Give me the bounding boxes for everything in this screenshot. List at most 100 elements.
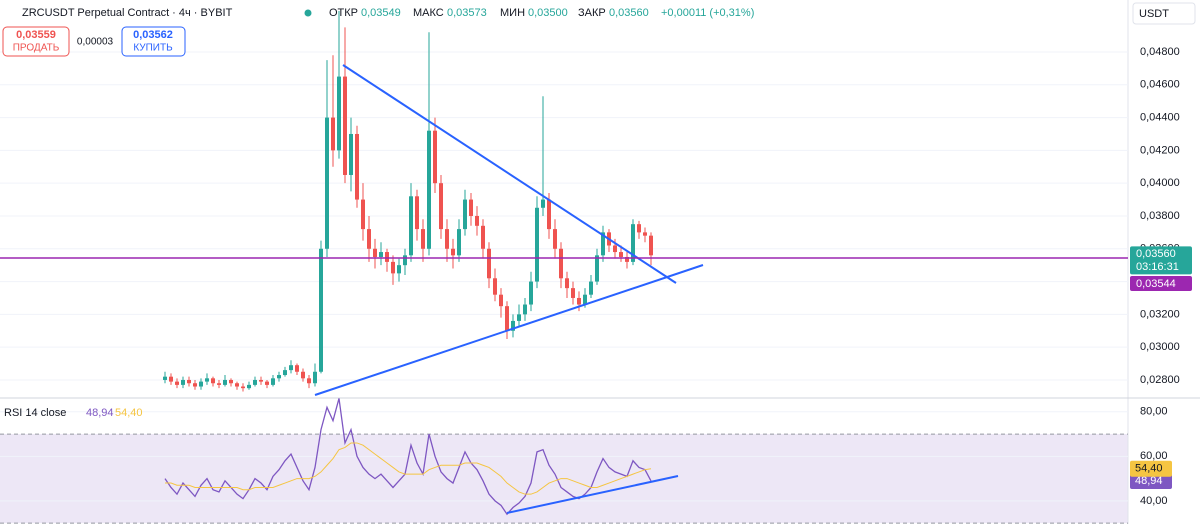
candle-body — [187, 379, 191, 384]
candle-body — [379, 252, 383, 257]
candle-body — [439, 183, 443, 230]
countdown: 03:16:31 — [1136, 261, 1179, 273]
candle-body — [643, 232, 647, 236]
last-price-badge — [1130, 246, 1192, 275]
rsi-line — [165, 442, 652, 495]
candle-body — [517, 314, 521, 321]
ohlc-label: ОТКР — [329, 7, 358, 19]
y-tick-label: 0,04400 — [1140, 111, 1180, 123]
y-tick-label: 0,02800 — [1140, 374, 1180, 386]
y-tick-label: 0,03000 — [1140, 341, 1180, 353]
candle-body — [205, 378, 209, 382]
buy-price: 0,03562 — [133, 29, 173, 41]
candle-body — [571, 288, 575, 298]
candle-body — [649, 235, 653, 256]
candle-body — [175, 381, 179, 385]
candle-body — [229, 379, 233, 384]
y-tick-label: 0,04800 — [1140, 46, 1180, 58]
candle-body — [307, 378, 311, 384]
last-price: 0,03560 — [1136, 248, 1176, 260]
currency-button[interactable] — [1132, 2, 1196, 25]
candle-body — [619, 252, 623, 257]
ohlc-value: 0,03500 — [528, 7, 568, 19]
candle-body — [523, 304, 527, 315]
candle-body — [181, 379, 185, 385]
ohlc-label: ЗАКР — [578, 7, 606, 19]
candle-body — [409, 196, 413, 256]
buy-button[interactable] — [121, 26, 186, 57]
ohlc-label: МАКС — [413, 7, 444, 19]
sell-button[interactable] — [2, 26, 70, 57]
candle-body — [505, 306, 509, 331]
candle-body — [265, 381, 269, 385]
ma-price: 0,03544 — [1136, 278, 1176, 290]
candle-body — [553, 229, 557, 249]
rsi-value-badge — [1130, 460, 1172, 477]
candle-body — [475, 215, 479, 226]
candle-body — [277, 375, 281, 379]
rsi-title: RSI 14 close — [4, 407, 66, 419]
candle-body — [373, 248, 377, 257]
sell-label: ПРОДАТЬ — [13, 43, 60, 54]
candle-body — [499, 294, 503, 307]
candle-body — [247, 384, 251, 389]
candle-body — [295, 365, 299, 372]
candle-body — [415, 196, 419, 230]
candle-body — [421, 229, 425, 249]
y-tick-label: 0,04600 — [1140, 79, 1180, 91]
candle-body — [397, 265, 401, 274]
rsi-value-label: 48,94 — [1135, 475, 1163, 487]
candle-body — [217, 383, 221, 385]
rsi-value-badge — [1130, 472, 1172, 489]
candle-body — [595, 255, 599, 282]
rsi-value-label: 54,40 — [1135, 463, 1163, 475]
legend-entry: 54,40 — [115, 407, 143, 419]
y-tick-label: 40,00 — [1140, 495, 1168, 507]
trendline — [506, 475, 679, 514]
candle-body — [331, 117, 335, 151]
candle-body — [301, 371, 305, 379]
candle-body — [511, 320, 515, 331]
ohlc-value: 0,03560 — [609, 7, 649, 19]
ohlc-value: 0,03549 — [361, 7, 401, 19]
candle-body — [631, 224, 635, 262]
y-tick-label: 60,00 — [1140, 450, 1168, 462]
candle-body — [577, 297, 581, 305]
candle-body — [589, 281, 593, 295]
candle-body — [541, 199, 545, 208]
y-tick-label: 0,04200 — [1140, 144, 1180, 156]
trendline — [342, 64, 677, 284]
candle-body — [349, 133, 353, 175]
candle-body — [385, 252, 389, 262]
candle-body — [445, 229, 449, 249]
candle-body — [457, 229, 461, 256]
candle-body — [565, 278, 569, 289]
candle-body — [361, 199, 365, 230]
candle-body — [241, 386, 245, 389]
candle-body — [463, 199, 467, 230]
trendline — [314, 264, 704, 396]
candle-body — [469, 199, 473, 216]
currency: USDT — [1139, 8, 1169, 20]
y-tick-label: 0,04000 — [1140, 177, 1180, 189]
candle-body — [367, 229, 371, 249]
candle-body — [637, 224, 641, 233]
candle-body — [271, 378, 275, 385]
candle-body — [283, 370, 287, 376]
candle-body — [343, 76, 347, 175]
spread: 0,00003 — [77, 37, 114, 48]
candle-body — [313, 371, 317, 384]
title: ZRCUSDT Perpetual Contract · 4ч · BYBIT — [22, 7, 233, 19]
y-tick-label: 0,03200 — [1140, 308, 1180, 320]
candle-body — [355, 133, 359, 200]
candle-body — [535, 207, 539, 282]
candle-body — [253, 379, 257, 385]
candle-body — [583, 294, 587, 305]
buy-label: КУПИТЬ — [133, 43, 173, 54]
candle-body — [289, 365, 293, 371]
candle-body — [391, 261, 395, 274]
ma-price-badge — [1130, 275, 1192, 291]
candle-body — [319, 248, 323, 372]
